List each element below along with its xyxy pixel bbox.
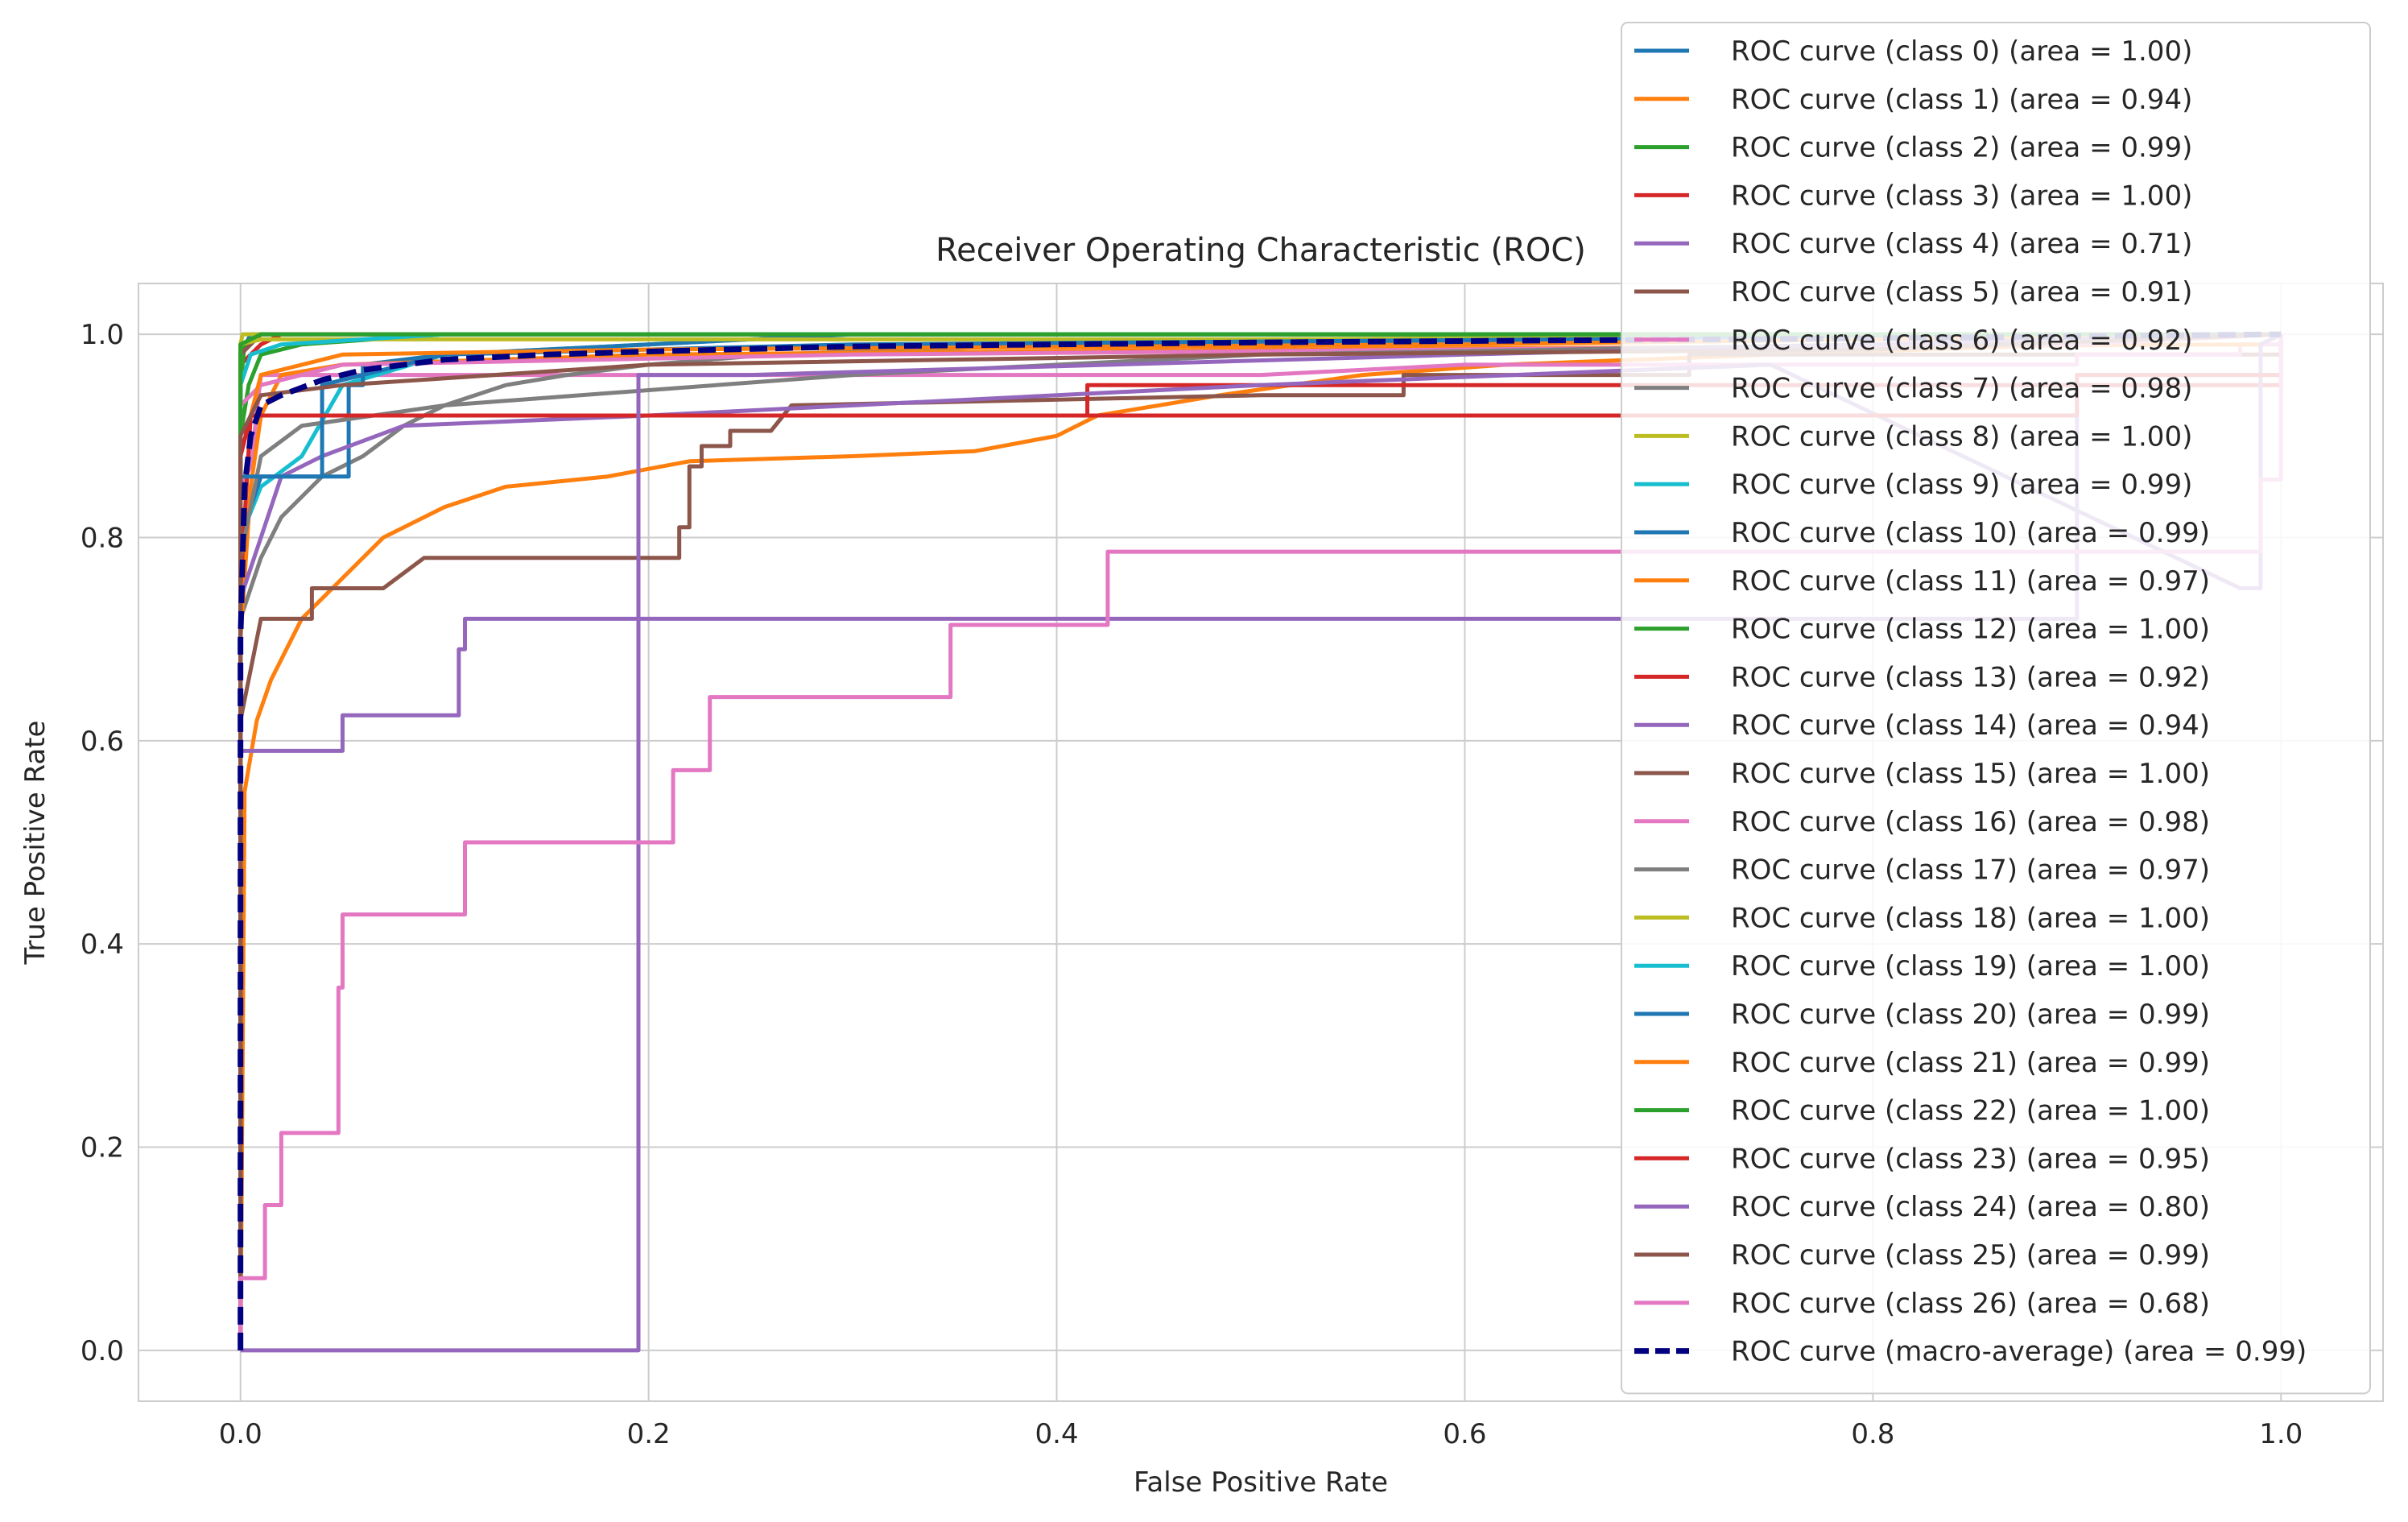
legend-entry: ROC curve (class 24) (area = 0.80) bbox=[1731, 1191, 2210, 1223]
legend-entry: ROC curve (class 19) (area = 1.00) bbox=[1731, 950, 2210, 982]
legend-entry: ROC curve (class 22) (area = 1.00) bbox=[1731, 1095, 2210, 1127]
legend-entry: ROC curve (class 26) (area = 0.68) bbox=[1731, 1288, 2210, 1320]
legend-entry: ROC curve (macro-average) (area = 0.99) bbox=[1731, 1336, 2307, 1368]
y-axis-label: True Positive Rate bbox=[19, 721, 52, 966]
legend-box bbox=[1621, 22, 2371, 1395]
legend-entry: ROC curve (class 9) (area = 0.99) bbox=[1731, 469, 2192, 501]
legend-entry: ROC curve (class 4) (area = 0.71) bbox=[1731, 228, 2192, 260]
y-tick-label: 0.4 bbox=[81, 929, 124, 961]
tick-labels: 0.0 0.2 0.4 0.6 0.8 1.0 0.0 0.2 0.4 0.6 0.8 1.0 bbox=[81, 319, 2303, 1450]
axes-frame bbox=[138, 283, 2384, 1402]
legend-entry: ROC curve (class 25) (area = 0.99) bbox=[1731, 1239, 2210, 1272]
legend-entry: ROC curve (class 14) (area = 0.94) bbox=[1731, 709, 2210, 742]
legend-entry: ROC curve (class 15) (area = 1.00) bbox=[1731, 758, 2210, 790]
legend-entry: ROC curve (class 1) (area = 0.94) bbox=[1731, 84, 2192, 116]
y-tick-label: 1.0 bbox=[81, 319, 124, 351]
chart-title: Receiver Operating Characteristic (ROC) bbox=[936, 232, 1586, 269]
legend: ROC curve (class 0) (area = 1.00) ROC cur… bbox=[1621, 22, 2371, 1395]
x-tick-label: 0.2 bbox=[627, 1418, 671, 1450]
x-tick-label: 0.8 bbox=[1851, 1418, 1894, 1450]
roc-curve-class-5 bbox=[238, 334, 2283, 1350]
x-tick-label: 0.4 bbox=[1035, 1418, 1079, 1450]
legend-entry: ROC curve (class 12) (area = 1.00) bbox=[1731, 614, 2210, 646]
legend-entry: ROC curve (class 20) (area = 0.99) bbox=[1731, 999, 2210, 1031]
roc-curve-macro-average bbox=[237, 331, 2282, 1350]
y-tick-label: 0.6 bbox=[81, 726, 124, 758]
legend-entry: ROC curve (class 17) (area = 0.97) bbox=[1731, 854, 2210, 887]
legend-entry: ROC curve (class 13) (area = 0.92) bbox=[1731, 661, 2210, 693]
y-tick-label: 0.0 bbox=[81, 1335, 124, 1367]
x-axis-label: False Positive Rate bbox=[1134, 1466, 1388, 1499]
x-tick-label: 0.0 bbox=[219, 1418, 262, 1450]
legend-entry: ROC curve (class 7) (area = 0.98) bbox=[1731, 373, 2192, 405]
y-tick-label: 0.8 bbox=[81, 522, 124, 554]
x-tick-label: 1.0 bbox=[2259, 1418, 2303, 1450]
legend-entry: ROC curve (class 16) (area = 0.98) bbox=[1731, 806, 2210, 838]
x-tick-label: 0.6 bbox=[1443, 1418, 1486, 1450]
legend-entry: ROC curve (class 5) (area = 0.91) bbox=[1731, 276, 2192, 308]
legend-entry: ROC curve (class 11) (area = 0.97) bbox=[1731, 565, 2210, 598]
legend-entry: ROC curve (class 18) (area = 1.00) bbox=[1731, 902, 2210, 934]
legend-entry: ROC curve (class 2) (area = 0.99) bbox=[1731, 132, 2192, 164]
legend-entry: ROC curve (class 23) (area = 0.95) bbox=[1731, 1143, 2210, 1175]
legend-entry: ROC curve (class 21) (area = 0.99) bbox=[1731, 1047, 2210, 1079]
y-tick-label: 0.2 bbox=[81, 1132, 124, 1164]
legend-entry: ROC curve (class 8) (area = 1.00) bbox=[1731, 420, 2192, 453]
legend-entry: ROC curve (class 0) (area = 1.00) bbox=[1731, 35, 2192, 68]
roc-curve-class-1 bbox=[238, 332, 2282, 1350]
roc-curve-class-26 bbox=[238, 334, 2283, 1350]
legend-entry: ROC curve (class 10) (area = 0.99) bbox=[1731, 517, 2210, 549]
legend-entry: ROC curve (class 3) (area = 1.00) bbox=[1731, 180, 2192, 212]
legend-entry: ROC curve (class 6) (area = 0.92) bbox=[1731, 325, 2192, 357]
